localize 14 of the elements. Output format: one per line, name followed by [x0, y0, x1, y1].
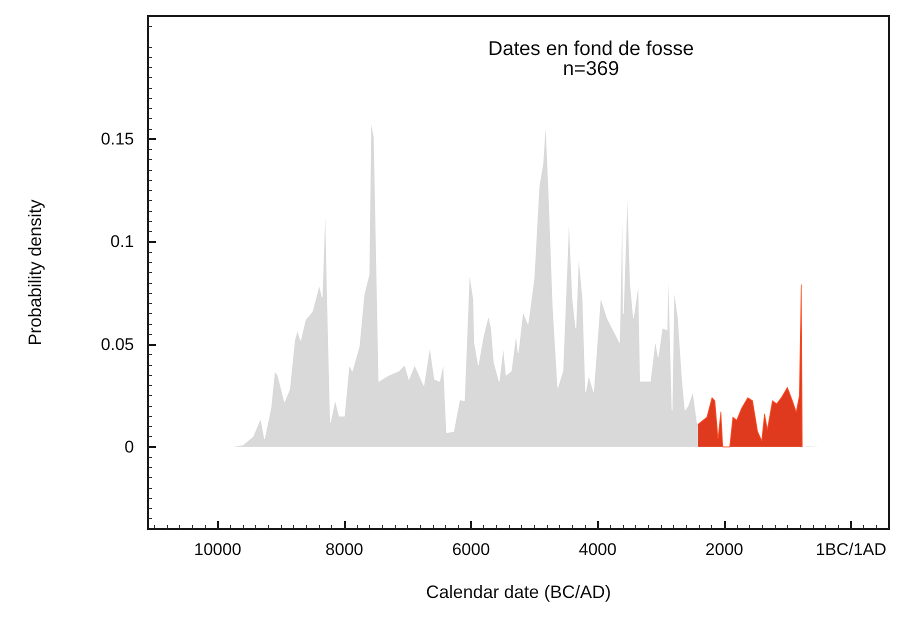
x-tick-label: 8000: [325, 540, 364, 559]
x-tick-label: 2000: [705, 540, 744, 559]
text: n=369: [562, 58, 620, 80]
x-axis-title: Calendar date (BC/AD): [426, 582, 612, 602]
y-tick-label: 0.05: [100, 334, 134, 354]
x-tick-label: 6000: [452, 540, 490, 559]
y-tick-label: 0.15: [100, 130, 134, 149]
y-tick-label: 0.1: [110, 232, 134, 252]
y-axis-title: Probability density: [25, 199, 45, 346]
x-tick-label: 10000: [194, 540, 242, 559]
y-tick-label: 0: [124, 437, 134, 456]
text: Dates en fond de fosse: [488, 38, 694, 60]
x-tick-label: 4000: [578, 540, 617, 559]
x-tick-label: 1BC/1AD: [816, 540, 886, 559]
